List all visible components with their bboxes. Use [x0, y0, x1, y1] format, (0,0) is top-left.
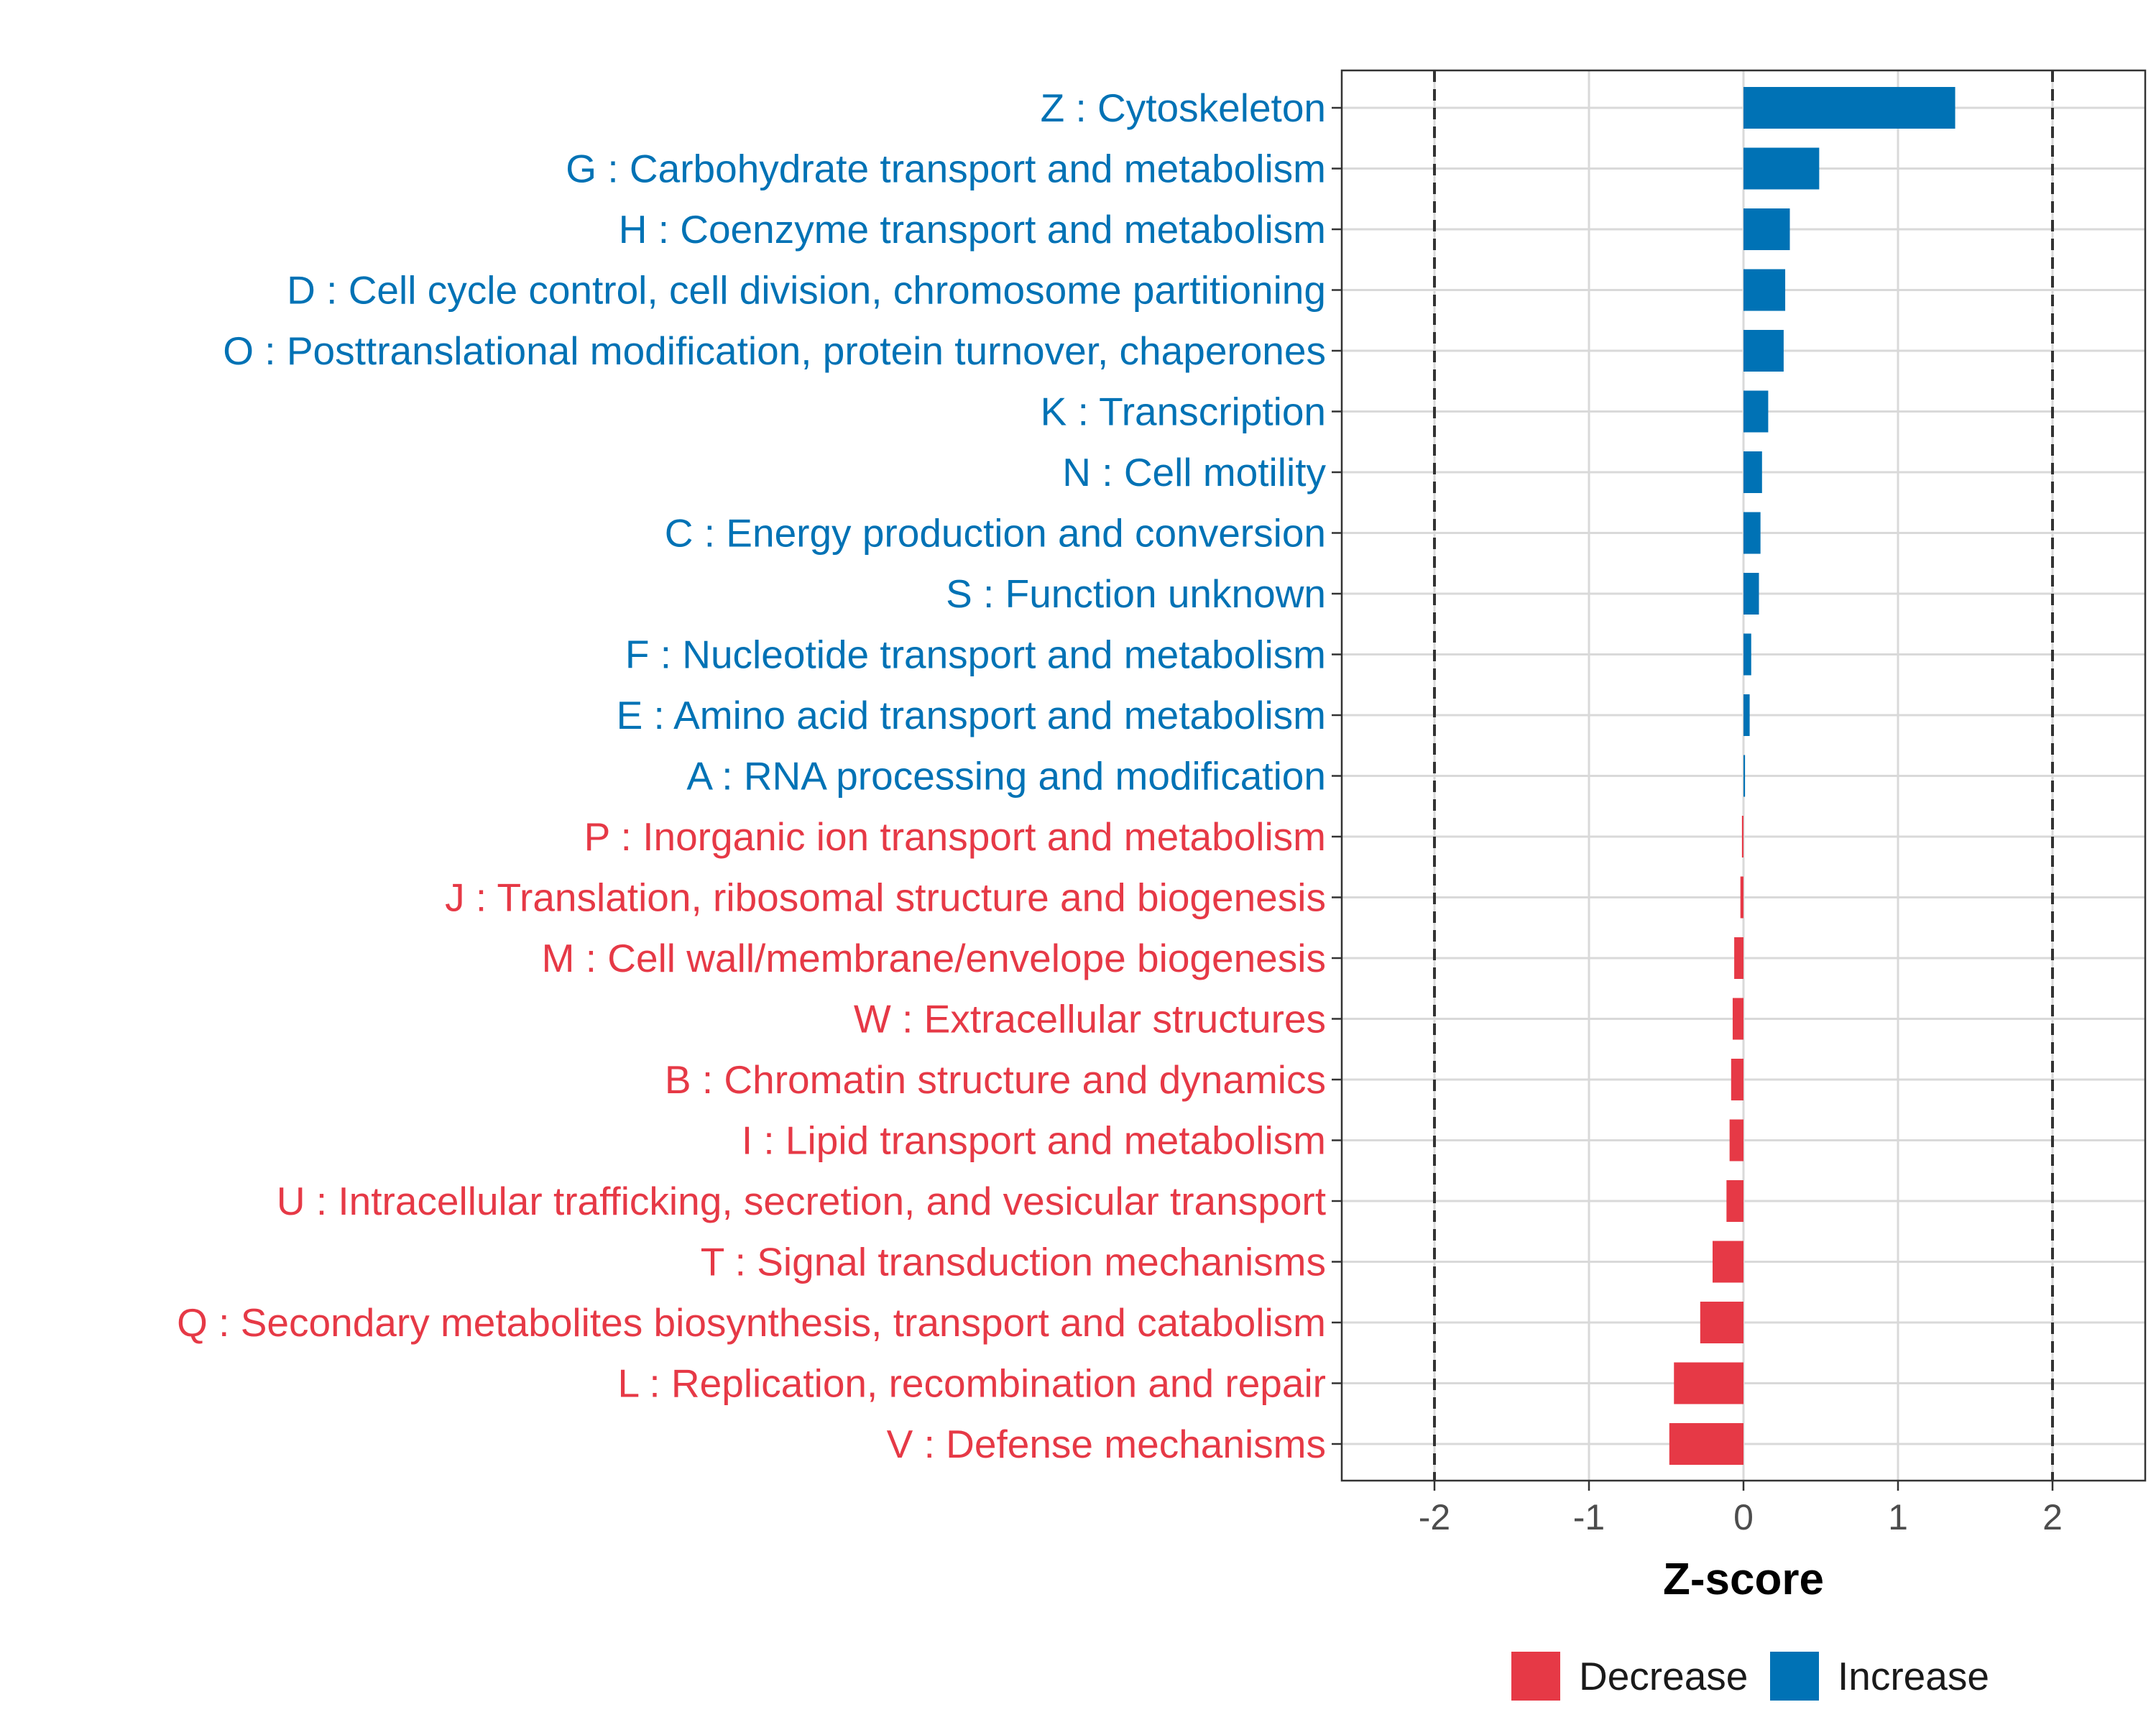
category-label: W : Extracellular structures — [854, 997, 1326, 1041]
category-label: U : Intracellular trafficking, secretion… — [277, 1179, 1326, 1223]
legend-swatch-decrease — [1511, 1652, 1560, 1701]
reference-lines — [1433, 70, 2054, 1481]
category-label: T : Signal transduction mechanisms — [701, 1240, 1326, 1284]
bar — [1743, 573, 1759, 615]
bar — [1743, 330, 1784, 372]
bar — [1734, 937, 1743, 979]
bar — [1743, 694, 1750, 736]
category-label: K : Transcription — [1041, 390, 1326, 434]
category-label: H : Coenzyme transport and metabolism — [619, 207, 1326, 252]
x-axis-ticks: -2 -1 0 1 2 — [1419, 1481, 2063, 1537]
y-axis-labels: Z : Cytoskeleton G : Carbohydrate transpo… — [177, 86, 1326, 1466]
category-label: F : Nucleotide transport and metabolism — [625, 632, 1326, 677]
bar — [1732, 998, 1743, 1040]
bar — [1731, 1059, 1743, 1100]
x-tick-label: 1 — [1888, 1497, 1908, 1537]
legend: Decrease Increase — [1511, 1652, 1989, 1701]
bar — [1713, 1241, 1743, 1283]
bar — [1743, 87, 1955, 129]
bar — [1743, 269, 1786, 311]
bar — [1743, 390, 1769, 433]
category-label: C : Energy production and conversion — [665, 511, 1326, 556]
y-axis-ticks — [1332, 106, 1342, 1445]
bar — [1743, 208, 1790, 250]
x-tick-label: 0 — [1733, 1497, 1754, 1537]
bar — [1743, 633, 1751, 676]
legend-label-increase: Increase — [1838, 1654, 1989, 1698]
category-label: L : Replication, recombination and repai… — [618, 1361, 1326, 1406]
category-label: P : Inorganic ion transport and metaboli… — [584, 814, 1326, 859]
category-label: Z : Cytoskeleton — [1041, 86, 1326, 130]
category-label: S : Function unknown — [946, 571, 1326, 616]
bar — [1726, 1180, 1743, 1222]
category-label: J : Translation, ribosomal structure and… — [445, 875, 1326, 920]
x-tick-label: -1 — [1573, 1497, 1605, 1537]
category-label: E : Amino acid transport and metabolism — [617, 693, 1326, 737]
bar — [1700, 1302, 1743, 1343]
category-label: M : Cell wall/membrane/envelope biogenes… — [542, 936, 1326, 980]
bar — [1669, 1423, 1743, 1465]
category-label: G : Carbohydrate transport and metabolis… — [566, 147, 1326, 191]
bar — [1729, 1119, 1743, 1162]
category-label: I : Lipid transport and metabolism — [742, 1118, 1326, 1163]
category-label: B : Chromatin structure and dynamics — [665, 1057, 1326, 1102]
bar — [1674, 1362, 1743, 1404]
bar-layer — [1669, 87, 1955, 1465]
category-label: A : RNA processing and modification — [686, 754, 1326, 799]
bar — [1743, 512, 1761, 554]
legend-label-decrease: Decrease — [1579, 1654, 1748, 1698]
x-tick-label: -2 — [1419, 1497, 1450, 1537]
bar — [1743, 451, 1762, 493]
category-label: V : Defense mechanisms — [887, 1422, 1326, 1466]
bar — [1743, 147, 1820, 190]
x-axis-title: Z-score — [1663, 1555, 1824, 1604]
bar — [1743, 755, 1746, 797]
legend-swatch-increase — [1770, 1652, 1819, 1701]
x-tick-label: 2 — [2042, 1497, 2063, 1537]
category-label: O : Posttranslational modification, prot… — [223, 328, 1326, 373]
bar — [1740, 876, 1743, 919]
category-label: N : Cell motility — [1062, 450, 1326, 494]
category-label: D : Cell cycle control, cell division, c… — [287, 268, 1326, 313]
category-label: Q : Secondary metabolites biosynthesis, … — [177, 1300, 1326, 1345]
bar — [1741, 816, 1743, 857]
